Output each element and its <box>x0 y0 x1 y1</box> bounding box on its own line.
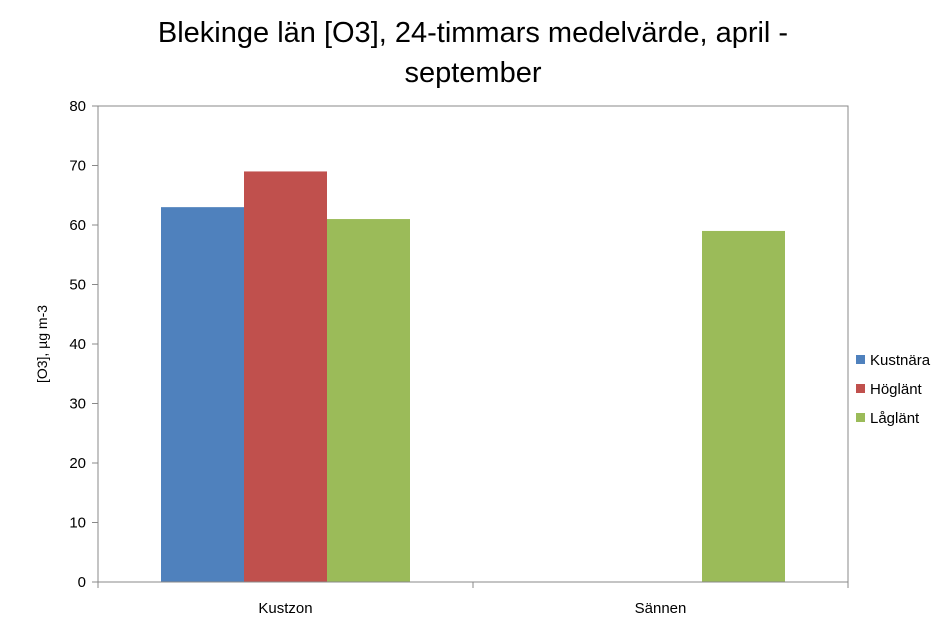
y-tick-label-70: 70 <box>69 158 86 175</box>
legend-swatch-höglänt <box>856 384 865 393</box>
y-tick-label-20: 20 <box>69 455 86 472</box>
chart-title: Blekinge län [O3], 24-timmars medelvärde… <box>158 17 788 89</box>
y-tick-label-50: 50 <box>69 277 86 294</box>
legend-label-låglänt: Låglänt <box>870 410 920 427</box>
chart-title-line-1: Blekinge län [O3], 24-timmars medelvärde… <box>158 17 788 49</box>
plot-area: 0 10 20 30 40 50 60 70 80 Kustzon Sännen <box>69 98 849 617</box>
y-tick-label-80: 80 <box>69 98 86 115</box>
bar-kustnära-kustzon <box>161 207 244 582</box>
bar-låglänt-sännen <box>702 230 785 582</box>
bar-låglänt-kustzon <box>327 219 410 583</box>
y-tick-label-40: 40 <box>69 336 86 353</box>
y-tick-label-60: 60 <box>69 217 86 234</box>
legend-label-höglänt: Höglänt <box>870 381 923 398</box>
bar-höglänt-kustzon <box>244 171 327 582</box>
y-axis-title: [O3], µg m-3 <box>34 305 50 383</box>
y-tick-label-0: 0 <box>78 574 86 591</box>
x-tick-label-sännen: Sännen <box>635 600 687 617</box>
legend-swatch-låglänt <box>856 413 865 422</box>
chart-title-line-2: september <box>404 57 541 89</box>
legend-label-kustnära: Kustnära <box>870 352 931 369</box>
y-tick-label-30: 30 <box>69 396 86 413</box>
y-tick-label-10: 10 <box>69 515 86 532</box>
legend-swatch-kustnära <box>856 355 865 364</box>
legend: Kustnära Höglänt Låglänt <box>856 352 931 427</box>
x-tick-label-kustzon: Kustzon <box>258 600 312 617</box>
